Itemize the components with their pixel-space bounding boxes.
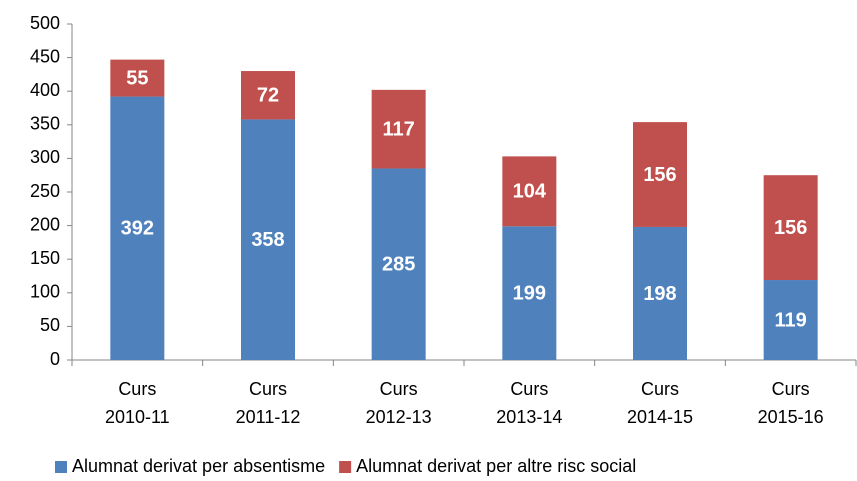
data-label: 119 (775, 309, 807, 331)
bar-segment (502, 156, 557, 227)
y-tick-label: 50 (40, 315, 60, 335)
bar-segment (110, 96, 165, 361)
y-tick-label: 200 (30, 214, 60, 234)
x-tick-label: Curs 2013-14 (496, 379, 562, 427)
data-label: 199 (513, 282, 546, 304)
y-tick-label: 0 (50, 349, 60, 369)
x-tick-label-line: Curs (641, 379, 679, 399)
bar-segment (633, 122, 687, 227)
x-tick-label-line: Curs (249, 379, 287, 399)
data-label: 55 (126, 67, 148, 89)
bar-segment (371, 89, 426, 169)
bar-segment (763, 175, 818, 281)
y-tick-label: 250 (30, 181, 60, 201)
x-tick-label-line: Curs (510, 379, 548, 399)
bar-segment (241, 71, 295, 120)
bar-segment (371, 168, 426, 360)
data-label: 117 (383, 118, 415, 140)
data-label: 198 (643, 283, 676, 305)
x-tick-label: Curs 2011-12 (236, 379, 301, 427)
y-tick-label: 450 (30, 46, 60, 66)
y-tick-label: 400 (30, 80, 60, 100)
x-tick-label-line: Curs (772, 379, 810, 399)
y-tick-label: 150 (30, 248, 60, 268)
bar-segment (502, 226, 557, 360)
data-label: 156 (774, 217, 807, 239)
x-tick-label-line: Curs (118, 379, 156, 399)
x-tick-label: Curs 2015-16 (758, 379, 824, 427)
legend-label: Alumnat derivat per absentisme (72, 456, 325, 476)
bar-segment (241, 119, 295, 360)
x-tick-label-line: Curs (380, 379, 418, 399)
bar-segment (110, 59, 165, 97)
y-tick-label: 350 (30, 114, 60, 134)
x-tick-label: Curs 2010-11 (105, 379, 170, 427)
x-tick-label: Curs 2012-13 (366, 379, 432, 427)
bar-segment (763, 280, 818, 360)
legend-swatch (339, 461, 352, 473)
data-label: 156 (643, 164, 676, 186)
x-tick-label-line: 2011-12 (236, 407, 301, 427)
data-label: 285 (382, 254, 415, 276)
x-tick-label-line: 2010-11 (105, 407, 170, 427)
y-tick-label: 300 (30, 147, 60, 167)
x-tick-label-line: 2014-15 (627, 407, 693, 427)
x-tick-label-line: 2012-13 (366, 407, 432, 427)
y-tick-label: 100 (30, 282, 60, 302)
legend-label: Alumnat derivat per altre risc social (356, 456, 636, 476)
y-tick-label: 500 (30, 13, 60, 33)
x-tick-label-line: 2013-14 (496, 407, 562, 427)
data-label: 104 (513, 181, 547, 203)
bar-segment (633, 226, 687, 360)
x-tick-label-line: 2015-16 (758, 407, 824, 427)
data-label: 392 (121, 218, 154, 240)
legend-swatch (55, 461, 67, 473)
data-label: 72 (257, 85, 279, 107)
x-tick-label: Curs 2014-15 (627, 379, 693, 427)
data-label: 358 (251, 229, 284, 251)
